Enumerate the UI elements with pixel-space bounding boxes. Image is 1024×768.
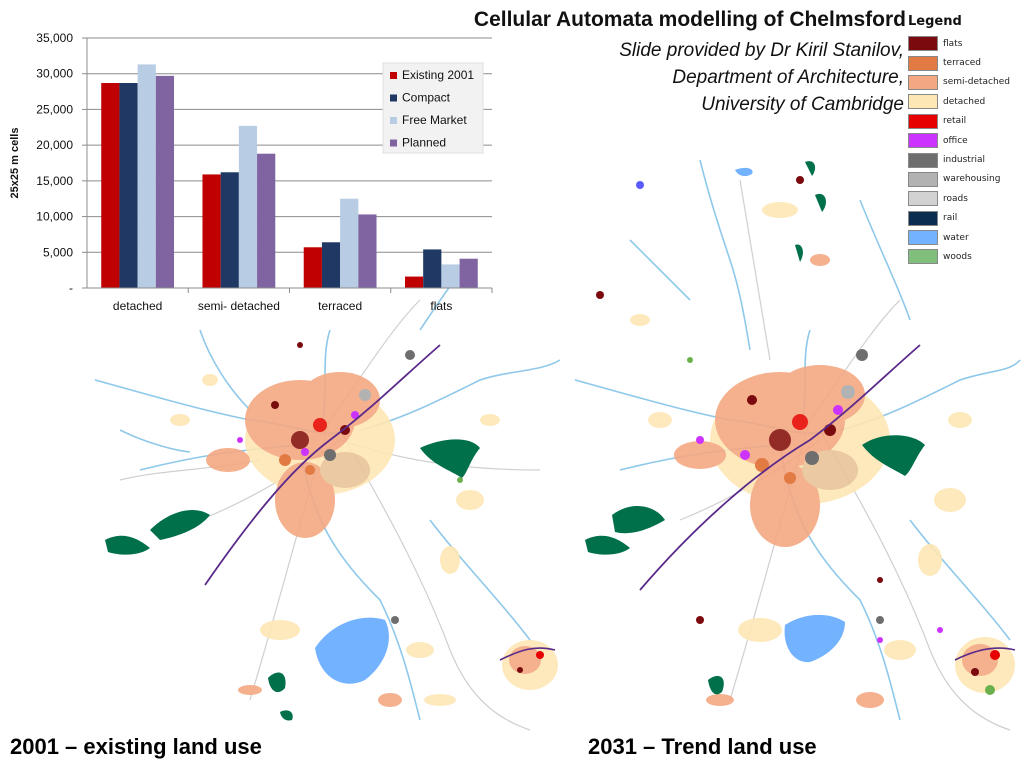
y-tick-label: 25,000 <box>36 102 73 116</box>
map-legend-swatch <box>908 210 938 226</box>
map-legend-item: industrial <box>908 150 1018 169</box>
map-legend-item: terraced <box>908 53 1018 72</box>
map-legend-swatch <box>908 152 938 168</box>
map-legend-label: detached <box>943 96 986 107</box>
x-tick-label: detached <box>113 299 162 313</box>
chart-legend-label: Existing 2001 <box>402 68 474 82</box>
map-legend-swatch <box>908 191 938 207</box>
x-tick-label: semi- detached <box>198 299 280 313</box>
x-tick-label: flats <box>430 299 452 313</box>
caption-left-map: 2001 – existing land use <box>10 734 262 759</box>
bar-planned <box>257 153 276 288</box>
map-legend-swatch <box>908 74 938 90</box>
bar-existing-2001 <box>202 174 221 288</box>
caption-right-map: 2031 – Trend land use <box>588 734 817 759</box>
y-tick-label: - <box>69 281 73 295</box>
chart-legend-label: Free Market <box>402 113 467 127</box>
bar-compact <box>220 172 239 288</box>
bar-planned <box>459 258 478 288</box>
map-legend-title: Legend <box>908 14 962 29</box>
map-legend-label: office <box>943 135 968 146</box>
map-legend: Legend flats terraced semi-detached detache… <box>908 14 1018 267</box>
map-legend-swatch <box>908 133 938 149</box>
y-tick-label: 5,000 <box>43 245 73 259</box>
credit-line-2: Department of Architecture, <box>672 67 904 88</box>
map-legend-label: industrial <box>943 155 986 166</box>
credit-line-3: University of Cambridge <box>701 94 904 115</box>
chart-legend-swatch <box>390 72 397 79</box>
map-legend-items: flats terraced semi-detached detached retail… <box>908 34 1018 267</box>
map-legend-item: water <box>908 228 1018 247</box>
bar-existing-2001 <box>101 83 120 288</box>
map-legend-swatch <box>908 36 938 52</box>
map-legend-item: roads <box>908 189 1018 208</box>
chart-legend-swatch <box>390 139 397 147</box>
map-legend-swatch <box>908 55 938 71</box>
map-legend-label: warehousing <box>943 174 1001 185</box>
map-2031-trend-land-use <box>574 159 1021 731</box>
map-legend-item: warehousing <box>908 170 1018 189</box>
chart-legend-label: Planned <box>402 136 446 150</box>
bar-existing-2001 <box>404 276 424 288</box>
map-legend-item: flats <box>908 34 1018 53</box>
map-legend-label: woods <box>943 251 972 262</box>
chart-legend-swatch <box>390 117 397 124</box>
map-legend-label: rail <box>943 213 958 224</box>
x-tick-label: terraced <box>318 299 362 313</box>
map-legend-label: flats <box>943 38 963 49</box>
bar-compact <box>423 249 442 288</box>
map-2001-existing-land-use <box>94 168 561 731</box>
chart-legend-box <box>382 62 484 154</box>
map-legend-label: semi-detached <box>943 77 1010 88</box>
bar-planned <box>155 75 175 288</box>
chart-legend-swatch <box>390 94 397 102</box>
credit-line-1: Slide provided by Dr Kiril Stanilov, <box>619 40 904 61</box>
map-legend-item: office <box>908 131 1018 150</box>
bar-free-market <box>137 64 156 288</box>
y-tick-label: 30,000 <box>36 67 73 81</box>
bar-free-market <box>340 198 359 288</box>
map-legend-swatch <box>908 94 938 110</box>
bar-free-market <box>441 264 460 288</box>
map-legend-item: detached <box>908 92 1018 111</box>
bar-chart: - 5,000 10,000 15,000 20,000 25,000 30,000 35,0… <box>9 31 493 313</box>
map-legend-label: water <box>943 232 969 243</box>
y-tick-label: 35,000 <box>36 31 73 45</box>
map-legend-swatch <box>908 113 938 129</box>
bar-free-market <box>238 125 258 288</box>
y-axis-label: 25x25 m cells <box>9 128 21 199</box>
y-tick-label: 10,000 <box>36 210 73 224</box>
y-tick-label: 20,000 <box>36 138 73 152</box>
map-legend-swatch <box>908 171 938 187</box>
bar-compact <box>321 242 341 288</box>
map-legend-item: semi-detached <box>908 73 1018 92</box>
map-legend-label: retail <box>943 116 967 127</box>
bar-planned <box>358 214 377 288</box>
y-tick-label: 15,000 <box>36 174 73 188</box>
bar-existing-2001 <box>303 247 322 288</box>
bar-compact <box>119 83 138 288</box>
map-legend-item: rail <box>908 209 1018 228</box>
map-legend-label: terraced <box>943 58 982 69</box>
map-legend-label: roads <box>943 193 968 204</box>
slide-title: Cellular Automata modelling of Chelmsfor… <box>473 8 906 31</box>
map-legend-item: retail <box>908 112 1018 131</box>
map-legend-swatch <box>908 230 938 246</box>
chart-legend-label: Compact <box>402 91 451 105</box>
map-legend-item: woods <box>908 247 1018 266</box>
map-legend-swatch <box>908 249 938 265</box>
